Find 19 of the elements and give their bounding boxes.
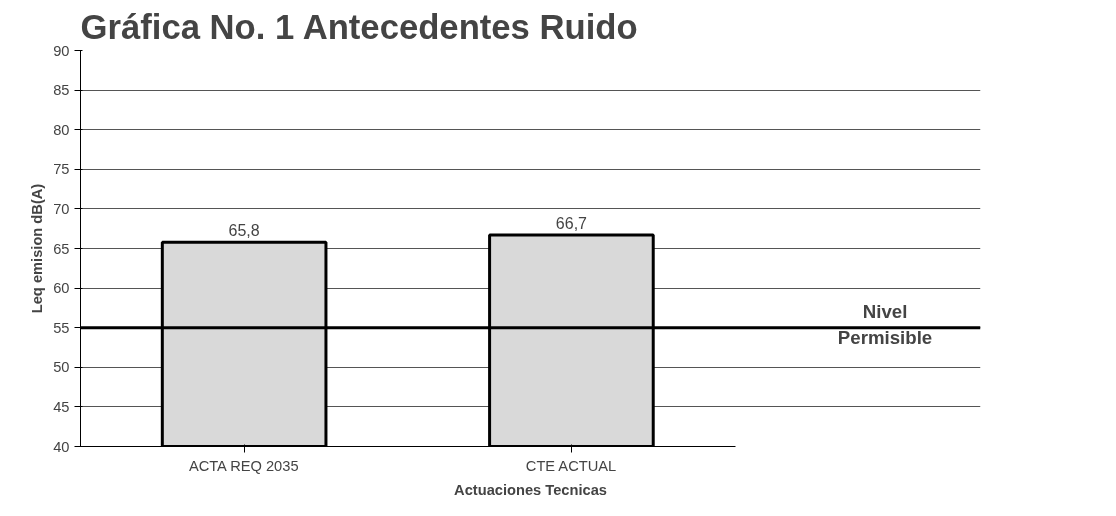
x-axis-title: Actuaciones Tecnicas xyxy=(454,481,607,498)
x-tick-label: CTE ACTUAL xyxy=(525,457,617,474)
x-tick-label: ACTA REQ 2035 xyxy=(188,457,299,474)
y-tick-label: 50 xyxy=(53,359,70,376)
ref-line-label: Nivel Permisible xyxy=(837,300,933,348)
y-tick-label: 45 xyxy=(53,398,70,415)
y-tick-label: 80 xyxy=(53,121,70,138)
data-label: 65,8 xyxy=(228,222,260,240)
chart-title: Gráfica No. 1 Antecedentes Ruido xyxy=(80,7,638,46)
y-tick-label: 65 xyxy=(53,240,70,257)
y-tick-label: 85 xyxy=(53,82,70,99)
y-tick-label: 70 xyxy=(53,200,70,217)
y-tick-label: 90 xyxy=(53,42,70,59)
y-axis-title: Leq emision dB(A) xyxy=(29,183,46,314)
y-tick-label: 75 xyxy=(53,161,70,178)
data-label: 66,7 xyxy=(555,215,588,233)
y-tick-label: 40 xyxy=(53,438,70,455)
y-tick-label: 60 xyxy=(53,280,70,297)
y-tick-label: 55 xyxy=(53,319,70,336)
